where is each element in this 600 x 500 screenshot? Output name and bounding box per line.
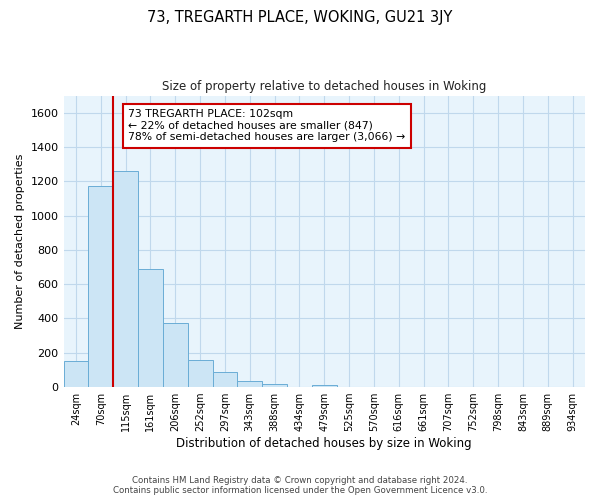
Bar xyxy=(113,171,138,387)
X-axis label: Distribution of detached houses by size in Woking: Distribution of detached houses by size … xyxy=(176,437,472,450)
Text: 73, TREGARTH PLACE, WOKING, GU21 3JY: 73, TREGARTH PLACE, WOKING, GU21 3JY xyxy=(148,10,452,25)
Bar xyxy=(262,384,287,387)
Bar xyxy=(163,323,188,387)
Title: Size of property relative to detached houses in Woking: Size of property relative to detached ho… xyxy=(162,80,487,93)
Bar xyxy=(138,269,163,387)
Text: Contains HM Land Registry data © Crown copyright and database right 2024.
Contai: Contains HM Land Registry data © Crown c… xyxy=(113,476,487,495)
Bar xyxy=(212,372,238,387)
Bar xyxy=(64,362,88,387)
Y-axis label: Number of detached properties: Number of detached properties xyxy=(15,154,25,329)
Bar xyxy=(88,186,113,387)
Bar xyxy=(238,381,262,387)
Text: 73 TREGARTH PLACE: 102sqm
← 22% of detached houses are smaller (847)
78% of semi: 73 TREGARTH PLACE: 102sqm ← 22% of detac… xyxy=(128,110,406,142)
Bar xyxy=(312,384,337,387)
Bar xyxy=(188,360,212,387)
